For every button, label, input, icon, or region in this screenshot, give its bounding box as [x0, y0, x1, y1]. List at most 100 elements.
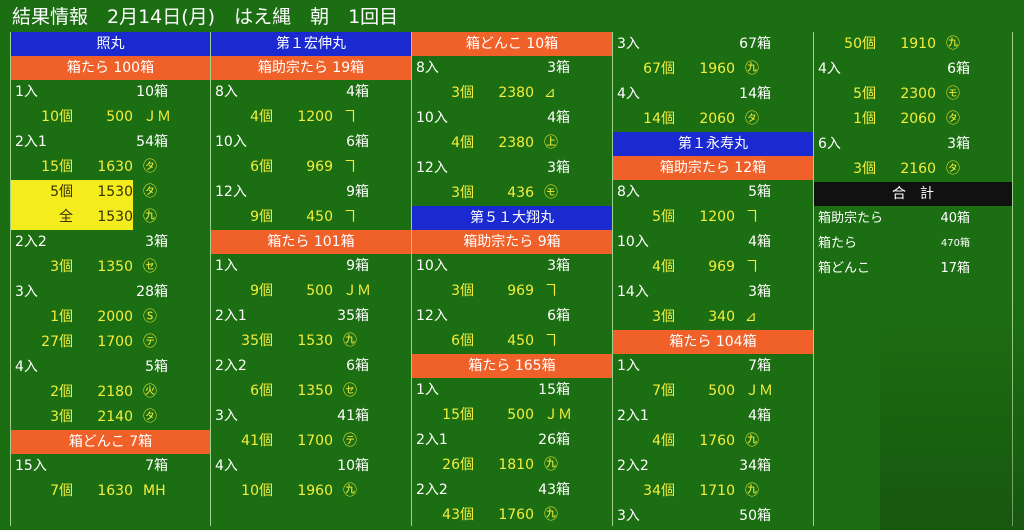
- unit-price: 1760: [699, 433, 735, 449]
- vessel-header: 第５１大翔丸: [412, 206, 612, 230]
- size-row: 1入 7箱: [613, 354, 813, 379]
- size-grade: 2入1: [617, 408, 649, 424]
- price-row: 4個 969 ヿ: [613, 255, 813, 280]
- box-count: 26箱: [538, 432, 570, 448]
- size-row: 8入 4箱: [211, 80, 411, 105]
- price-row: 6個 450 ヿ: [412, 329, 612, 354]
- highlighted-price-row: 全 1530 ㊈: [11, 205, 210, 230]
- size-row: 4入 14箱: [613, 82, 813, 107]
- buyer-mark: ㋲: [946, 86, 960, 102]
- size-grade: 15入: [15, 458, 47, 474]
- buyer-mark: ヿ: [343, 159, 357, 175]
- quantity: 9個: [250, 283, 273, 299]
- buyer-mark: ヿ: [745, 209, 759, 225]
- buyer-mark: ㋢: [143, 334, 157, 350]
- quantity: 35個: [241, 333, 273, 349]
- catch-header: 箱助宗たら 9箱: [412, 230, 612, 254]
- quantity: 10個: [41, 109, 73, 125]
- unit-price: 436: [507, 185, 534, 201]
- size-row: 10入 4箱: [613, 230, 813, 255]
- highlight-bg: [11, 205, 133, 230]
- size-grade: 2入2: [416, 482, 448, 498]
- size-row: 4入 5箱: [11, 355, 210, 380]
- price-row: 3個 340 ⊿: [613, 305, 813, 330]
- buyer-mark: ヿ: [544, 333, 558, 349]
- price-row: 27個 1700 ㋢: [11, 330, 210, 355]
- size-grade: 10入: [215, 134, 247, 150]
- quantity: 6個: [250, 159, 273, 175]
- unit-price: 500: [507, 407, 534, 423]
- catch-header: 箱どんこ 10箱: [412, 32, 612, 56]
- size-grade: 4入: [215, 458, 238, 474]
- buyer-mark: ㋟: [143, 184, 157, 200]
- price-row: 15個 1630 ㋟: [11, 155, 210, 180]
- unit-price: 500: [306, 283, 333, 299]
- size-row: 8入 3箱: [412, 56, 612, 81]
- quantity: 26個: [442, 457, 474, 473]
- buyer-mark: ⊿: [544, 85, 556, 101]
- price-row: 15個 500 ＪＭ: [412, 403, 612, 428]
- box-count: 3箱: [947, 136, 970, 152]
- box-count: 6箱: [947, 61, 970, 77]
- unit-price: 450: [507, 333, 534, 349]
- unit-price: 2180: [97, 384, 133, 400]
- quantity: 15個: [41, 159, 73, 175]
- buyer-mark: ㊋: [143, 384, 157, 400]
- unit-price: 969: [708, 259, 735, 275]
- price-row: 6個 1350 ㋝: [211, 379, 411, 404]
- box-count: 5箱: [145, 359, 168, 375]
- price-row: 7個 1630 МН: [11, 479, 210, 504]
- price-row: 26個 1810 ㊈: [412, 453, 612, 478]
- price-row: 14個 2060 ㋟: [613, 107, 813, 132]
- quantity: 6個: [451, 333, 474, 349]
- box-count: 4箱: [748, 234, 771, 250]
- total-label: 箱助宗たら: [818, 211, 884, 226]
- box-count: 6箱: [346, 134, 369, 150]
- total-header: 合 計: [814, 182, 1012, 206]
- quantity: 4個: [451, 135, 474, 151]
- buyer-mark: ㋟: [946, 111, 960, 127]
- quantity: 50個: [844, 36, 876, 52]
- price-row: 50個 1910 ㊈: [814, 32, 1012, 57]
- quantity: 3個: [50, 409, 73, 425]
- box-count: 10箱: [337, 458, 369, 474]
- buyer-mark: ㊈: [544, 457, 558, 473]
- catch-header: 箱たら 100箱: [11, 56, 210, 80]
- buyer-mark: ＪＭ: [544, 407, 572, 423]
- size-row: 2入1 4箱: [613, 404, 813, 429]
- quantity: 全: [59, 209, 73, 225]
- size-grade: 10入: [416, 110, 448, 126]
- box-count: 9箱: [346, 184, 369, 200]
- box-count: 4箱: [346, 84, 369, 100]
- quantity: 7個: [50, 483, 73, 499]
- quantity: 10個: [241, 483, 273, 499]
- unit-price: 1960: [297, 483, 333, 499]
- size-row: 2入1 54箱: [11, 130, 210, 155]
- unit-price: 2380: [498, 135, 534, 151]
- quantity: 14個: [643, 111, 675, 127]
- unit-price: 1760: [498, 507, 534, 523]
- size-row: 3入 41箱: [211, 404, 411, 429]
- buyer-mark: ＪＭ: [343, 283, 371, 299]
- buyer-mark: ㊈: [544, 507, 558, 523]
- quantity: 2個: [50, 384, 73, 400]
- buyer-mark: ㊈: [343, 483, 357, 499]
- size-grade: 2入1: [416, 432, 448, 448]
- total-count: 40箱: [940, 211, 970, 226]
- price-row: 35個 1530 ㊈: [211, 329, 411, 354]
- box-count: 34箱: [739, 458, 771, 474]
- unit-price: 2060: [699, 111, 735, 127]
- unit-price: 2000: [97, 309, 133, 325]
- catch-header: 箱たら 165箱: [412, 354, 612, 378]
- box-count: 7箱: [145, 458, 168, 474]
- size-grade: 8入: [215, 84, 238, 100]
- size-row: 1入 15箱: [412, 378, 612, 403]
- buyer-mark: ＪＭ: [745, 383, 773, 399]
- quantity: 3個: [451, 185, 474, 201]
- size-grade: 1入: [416, 382, 439, 398]
- unit-price: 1910: [900, 36, 936, 52]
- column-3: 箱どんこ 10箱 8入 3箱 3個 2380 ⊿ 10入 4箱 4個 2380 ㊤ 12入 3箱 3個 43…: [411, 32, 613, 526]
- catch-header: 箱どんこ 7箱: [11, 430, 210, 454]
- unit-price: 1530: [97, 184, 133, 200]
- size-grade: 3入: [617, 508, 640, 524]
